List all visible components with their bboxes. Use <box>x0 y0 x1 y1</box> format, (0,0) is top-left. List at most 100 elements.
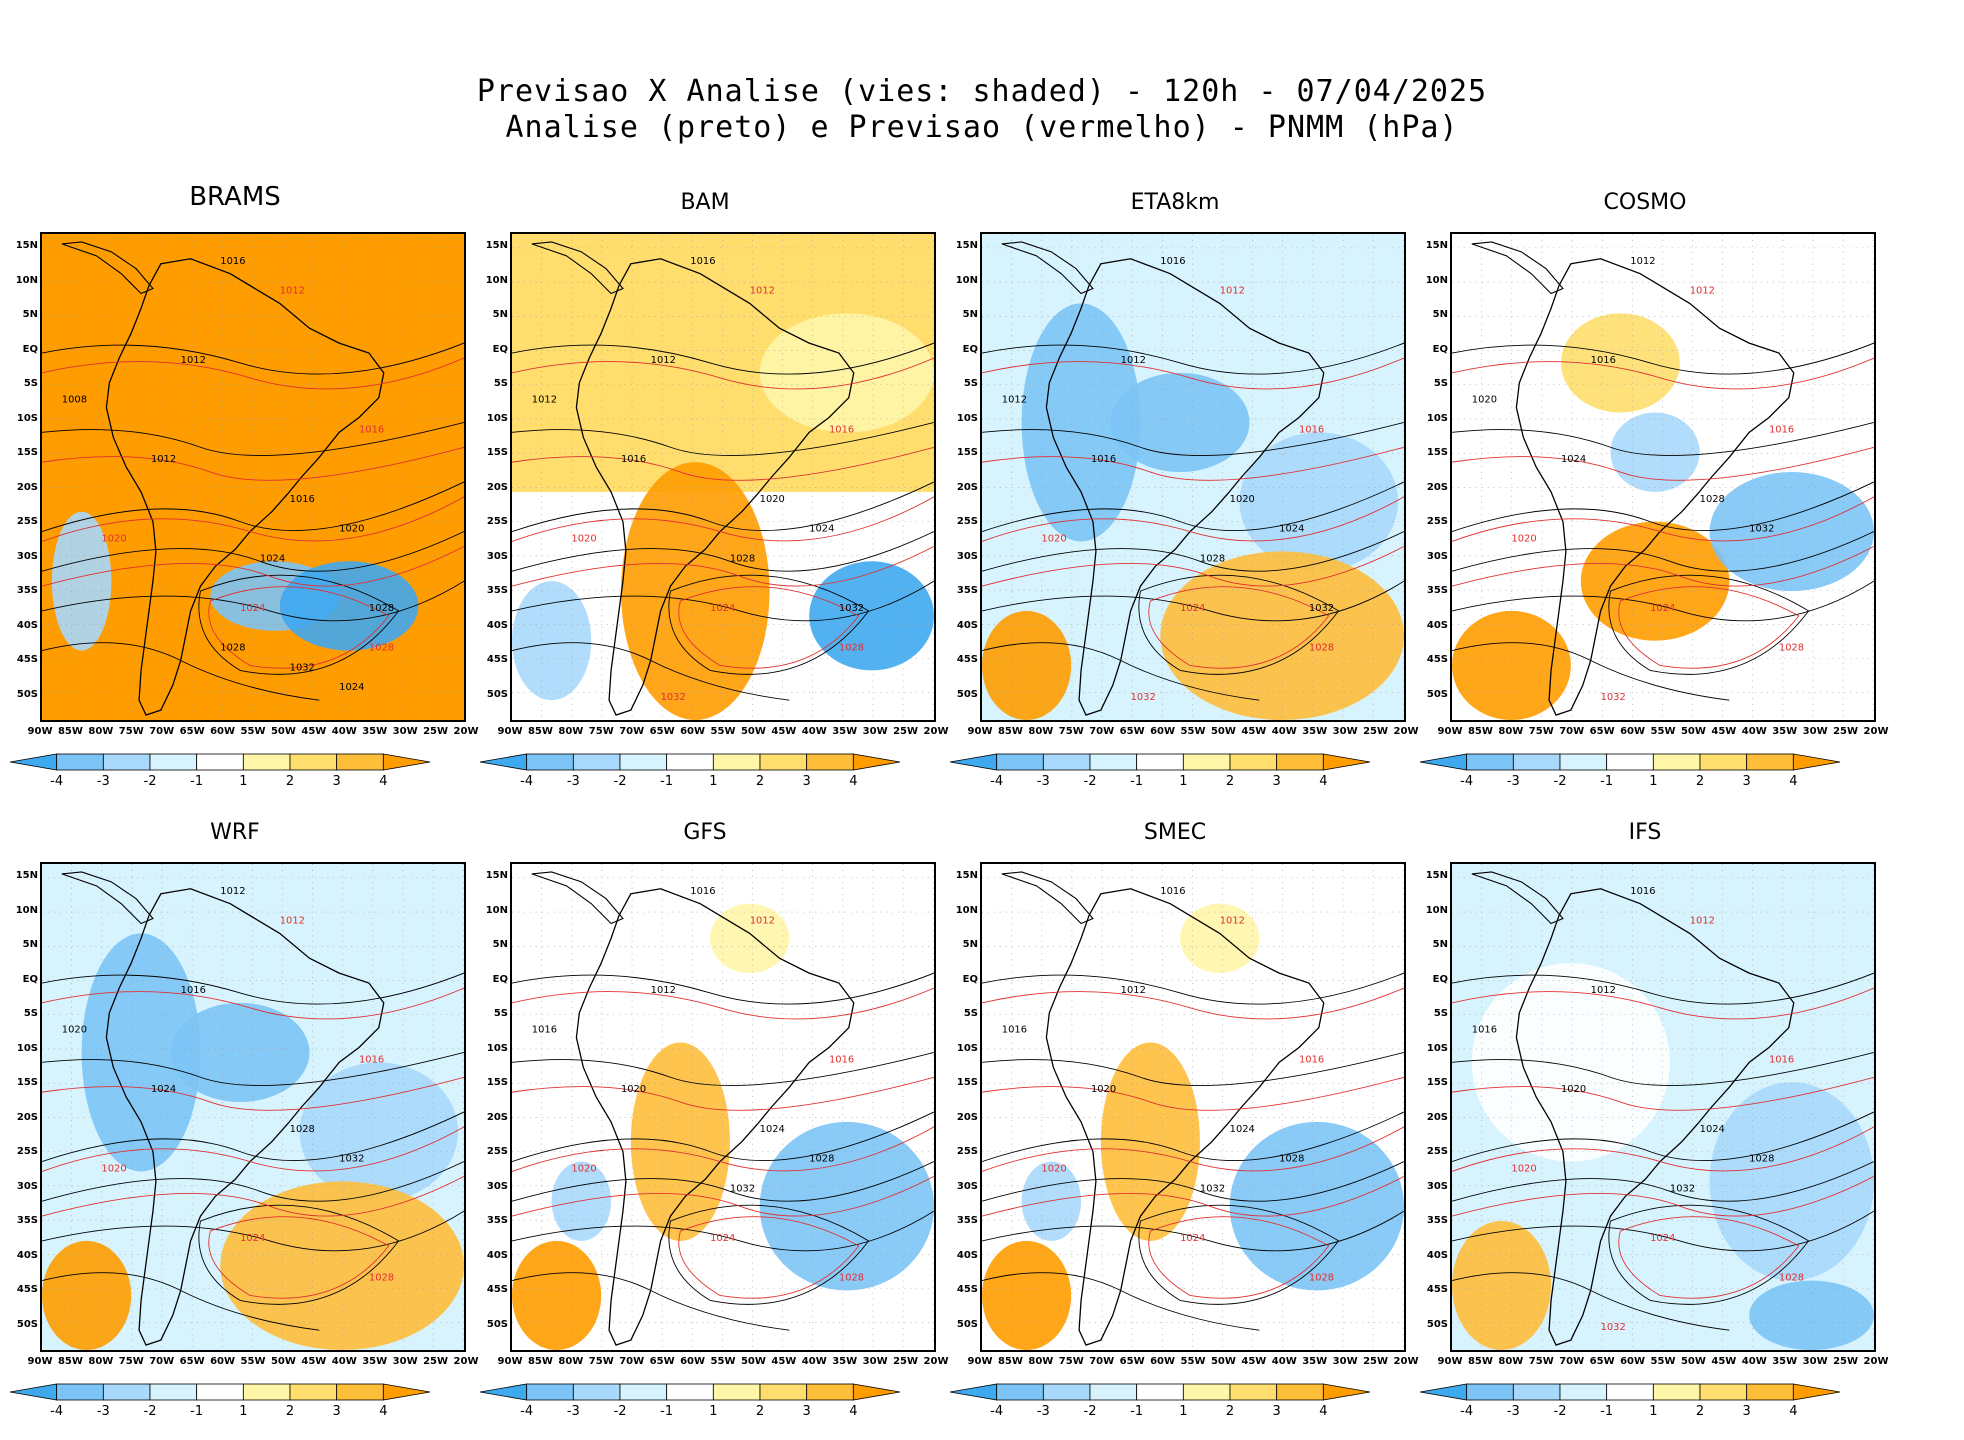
analysis-isobar-label: 1032 <box>1670 1183 1695 1194</box>
lon-tick-label: 70W <box>149 1356 175 1367</box>
colorbar-tick-label: -2 <box>1553 774 1567 789</box>
colorbar-tick-label: -2 <box>143 774 157 789</box>
analysis-isobar-label: 1028 <box>809 1154 834 1165</box>
coastline-south-america <box>1045 258 1325 716</box>
coastline-central-america <box>1001 871 1094 925</box>
lat-tick-label: 5S <box>963 378 978 389</box>
forecast-isobar <box>42 546 464 587</box>
analysis-isobar <box>982 1272 1260 1331</box>
lat-tick-label: 20S <box>486 1111 508 1123</box>
colorbar-tick-label: -3 <box>566 1404 580 1419</box>
colorbar-tick-label: 3 <box>332 774 341 789</box>
lon-tick-label: 75W <box>1528 1356 1554 1367</box>
forecast-isobar <box>982 446 1404 481</box>
lat-tick-label: 10N <box>485 904 508 916</box>
forecast-isobar <box>42 1076 464 1111</box>
lon-tick-label: 55W <box>240 726 266 737</box>
forecast-isobar <box>1452 546 1874 587</box>
colorbar-tick-label: -2 <box>1083 1404 1097 1419</box>
analysis-isobar-label: 1020 <box>339 524 364 535</box>
colorbar-swatch <box>1182 753 1231 771</box>
map-canvas: 1016 1012 1016 1020 1024 1028 1032 1012 1016 1020… <box>982 864 1404 1350</box>
lon-tick-label: 25W <box>1363 726 1389 737</box>
analysis-isobar-label: 1032 <box>1200 1183 1225 1194</box>
forecast-isobar-label: 1024 <box>240 1233 265 1244</box>
analysis-isobar <box>1452 422 1874 456</box>
forecast-isobar <box>512 1076 934 1111</box>
forecast-isobar <box>512 546 934 587</box>
analysis-isobar <box>512 580 934 622</box>
lat-tick-label: 35S <box>956 1215 978 1226</box>
colorbar-tick-label: -4 <box>50 774 64 789</box>
forecast-isobar <box>678 586 860 669</box>
analysis-isobar <box>982 1210 1404 1252</box>
map-canvas: 1016 1012 1016 1020 1024 1028 1032 1012 1016 1020… <box>1452 864 1874 1350</box>
colorbar-swatch <box>1652 1383 1701 1401</box>
lat-tick-label: 35S <box>1426 1215 1448 1226</box>
lat-tick-label: 50S <box>16 688 38 700</box>
colorbar-swatch <box>1419 1383 1468 1401</box>
analysis-isobar <box>1452 972 1874 1005</box>
colorbar-tick-label: -4 <box>520 774 534 789</box>
lon-tick-label: 20W <box>453 726 479 737</box>
lat-tick-label: 15N <box>1425 870 1448 881</box>
analysis-isobar-label: 1024 <box>809 524 834 535</box>
colorbar-swatch <box>1322 753 1371 771</box>
forecast-isobar-label: 1016 <box>829 1054 854 1065</box>
map-area: 1012 1016 1020 1024 1028 1032 1012 1016 1020 1024… <box>1450 232 1876 722</box>
lon-tick-label: 35W <box>832 726 858 737</box>
lat-tick-label: 10S <box>486 412 508 424</box>
coastline-south-america <box>575 258 855 716</box>
analysis-isobar-label: 1024 <box>1230 1124 1255 1135</box>
lon-tick-label: 55W <box>710 1356 736 1367</box>
colorbar-swatch <box>526 1383 574 1401</box>
colorbar-swatch <box>1419 753 1468 771</box>
lat-tick-label: 15S <box>486 447 508 458</box>
colorbar: -4 -3 -2 -1 1 2 3 4 <box>949 1382 1371 1432</box>
colorbar-tick-label: -4 <box>1460 1404 1474 1419</box>
colorbar-tick-label: 2 <box>755 774 765 789</box>
lon-tick-label: 70W <box>149 726 175 737</box>
lon-tick-label: 30W <box>1332 726 1358 737</box>
panel-title: GFS <box>683 820 727 845</box>
colorbar-swatch <box>852 1383 901 1401</box>
colorbar-tick-label: -2 <box>613 1404 627 1419</box>
lon-tick-label: 80W <box>88 1356 114 1367</box>
analysis-isobar-label: 1016 <box>1160 886 1185 897</box>
bias-shading <box>1471 963 1670 1162</box>
colorbar-swatch <box>382 1383 431 1401</box>
forecast-isobar-label: 1028 <box>1309 643 1334 654</box>
lat-tick-label: 35S <box>486 1215 508 1226</box>
bias-shading <box>1580 521 1730 641</box>
lat-tick-label: 10S <box>486 1042 508 1054</box>
colorbar-swatch <box>806 1383 854 1401</box>
map-canvas: 1016 1012 1008 1012 1016 1020 1024 1028 1032 1028… <box>42 234 464 720</box>
analysis-isobar <box>512 1272 790 1331</box>
forecast-isobar-label: 1012 <box>280 286 305 297</box>
colorbar-swatch <box>242 753 291 771</box>
analysis-isobar-label: 1016 <box>690 886 715 897</box>
forecast-isobar <box>1452 496 1874 542</box>
bias-shading <box>1452 1221 1552 1350</box>
colorbar-swatch <box>1136 1383 1184 1401</box>
lon-tick-label: 65W <box>1589 1356 1615 1367</box>
lat-tick-label: 5N <box>22 309 38 320</box>
colorbar-tick-label: 4 <box>849 774 858 789</box>
analysis-isobar-label: 1024 <box>151 1084 176 1095</box>
lon-tick-label: 35W <box>362 1356 388 1367</box>
lat-tick-label: 15N <box>15 870 38 881</box>
forecast-isobar <box>1452 987 1874 1020</box>
lon-tick-label: 25W <box>893 726 919 737</box>
analysis-isobar-label: 1012 <box>1121 355 1146 366</box>
lon-tick-label: 45W <box>1711 726 1737 737</box>
coastline-central-america <box>531 241 624 295</box>
figure-title-line-2: Analise (preto) e Previsao (vermelho) - … <box>505 110 1459 145</box>
colorbar-swatch <box>666 1383 714 1401</box>
colorbar-swatch <box>1606 1383 1654 1401</box>
map-area: 1016 1012 1016 1020 1024 1028 1032 1012 1016 1020… <box>510 862 936 1352</box>
lon-tick-label: 50W <box>1680 726 1706 737</box>
lat-tick-label: 10N <box>485 274 508 286</box>
analysis-isobar <box>982 422 1404 456</box>
forecast-isobar-label: 1016 <box>359 1054 384 1065</box>
lon-tick-label: 35W <box>1772 1356 1798 1367</box>
